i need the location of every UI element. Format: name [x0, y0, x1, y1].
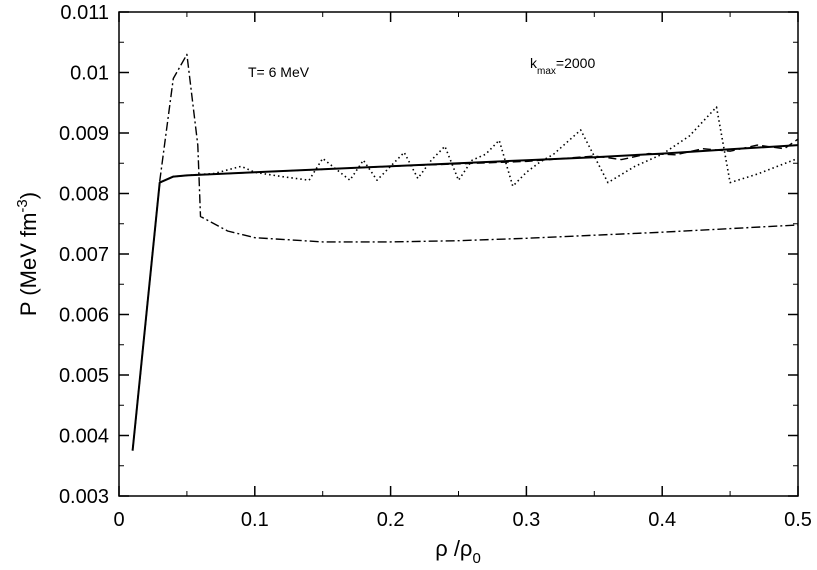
y-axis-title-close: )	[16, 192, 41, 199]
y-axis-title-base: P (MeV fm	[16, 213, 41, 317]
kmax-base: k	[530, 55, 538, 71]
y-tick-label: 0.008	[59, 184, 109, 206]
x-tick-label: 0	[113, 509, 124, 531]
y-tick-label: 0.003	[59, 486, 109, 508]
x-axis-title: ρ /ρ0	[435, 536, 481, 567]
series-line-dash-dot	[159, 53, 799, 243]
y-tick-label: 0.004	[59, 426, 109, 448]
y-axis-title-superscript: -3	[14, 199, 31, 212]
x-tick-label: 0.2	[377, 509, 405, 531]
annotation-kmax: kmax=2000	[530, 55, 595, 77]
y-tick-label: 0.009	[59, 123, 109, 145]
y-tick-label: 0.011	[60, 2, 109, 24]
y-tick-label: 0.01	[70, 63, 109, 85]
y-tick-label: 0.005	[59, 365, 109, 387]
y-tick-label: 0.006	[59, 305, 109, 327]
x-tick-label: 0.1	[241, 509, 269, 531]
series-layer	[131, 53, 799, 451]
series-line-dotted	[131, 106, 799, 451]
x-axis: 0 0.1 0.2 0.3 0.4 0.5	[113, 12, 812, 531]
y-axis-title: P (MeV fm-3)	[14, 192, 41, 316]
x-tick-label: 0.4	[648, 509, 676, 531]
kmax-value: =2000	[556, 55, 596, 71]
y-tick-label: 0.007	[59, 244, 109, 266]
series-line-solid	[131, 144, 799, 451]
series-line-dashed	[131, 138, 799, 451]
plot-frame	[118, 11, 799, 497]
x-axis-title-base: ρ /ρ	[435, 536, 472, 561]
x-axis-title-subscript: 0	[472, 550, 480, 567]
annotation-temperature: T= 6 MeV	[248, 64, 310, 80]
x-tick-label: 0.3	[512, 509, 540, 531]
x-tick-label: 0.5	[784, 509, 812, 531]
y-axis: 0.003 0.004 0.005 0.006 0.007 0.008 0.009 0.01 0…	[59, 2, 798, 508]
kmax-subscript: max	[537, 66, 556, 77]
